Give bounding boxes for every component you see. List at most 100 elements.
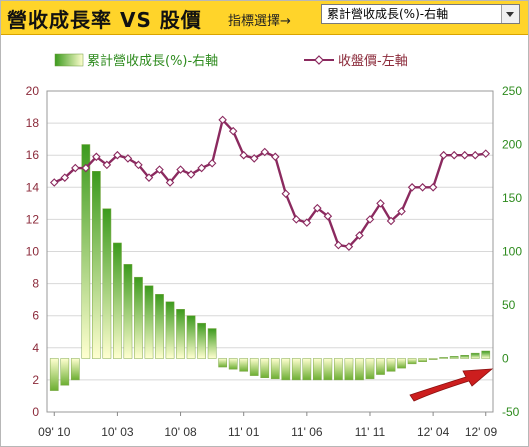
growth-bar [460, 355, 470, 359]
price-point [418, 183, 427, 192]
right-tick-label: 100 [502, 245, 522, 259]
growth-bar [481, 350, 491, 359]
chart: 累計營收成長(%)-右軸 收盤價-左軸 0 2 4 6 8 10 12 14 16 18 20 -5… [26, 53, 523, 439]
growth-bar [239, 358, 249, 372]
price-point [397, 207, 406, 216]
price-point [186, 170, 196, 179]
price-point [81, 163, 91, 173]
growth-bar [197, 322, 206, 359]
growth-bar [102, 208, 112, 359]
price-point [460, 150, 469, 160]
price-point [344, 242, 354, 251]
left-tick-label: 12 [26, 212, 40, 226]
x-tick-label: 12' 09 [465, 425, 498, 439]
price-point [228, 126, 238, 136]
price-point [365, 215, 375, 224]
x-tick-label: 10' 08 [164, 425, 197, 439]
right-tick-label: 250 [502, 84, 522, 98]
price-point [71, 163, 80, 173]
price-point [165, 178, 175, 187]
price-point [334, 240, 343, 250]
chevron-down-icon[interactable] [501, 5, 519, 23]
x-axis: 09' 10 10' 03 10' 08 11' 01 11' 06 11' 11 12' … [38, 412, 497, 439]
growth-bar [428, 358, 438, 360]
growth-bar [176, 309, 185, 359]
left-axis: 0 2 4 6 8 10 12 14 16 18 20 [26, 84, 40, 419]
growth-bar [218, 358, 227, 368]
red-arrow-icon [409, 368, 494, 402]
price-point [481, 149, 491, 158]
price-point [376, 199, 385, 208]
growth-bar [60, 358, 70, 386]
growth-bar [365, 358, 375, 380]
legend-line-label: 收盤價-左軸 [338, 54, 408, 69]
price-point [355, 231, 364, 240]
growth-bar [165, 301, 175, 359]
growth-bar [439, 357, 448, 359]
growth-bar [397, 358, 406, 369]
growth-bar [407, 358, 417, 365]
indicator-select-value: 累計營收成長(%)-右軸 [327, 7, 449, 21]
growth-bar [249, 358, 259, 376]
growth-bar [260, 358, 270, 379]
growth-bar [207, 328, 217, 359]
growth-bar [134, 276, 143, 359]
price-point [292, 215, 301, 224]
growth-bar [302, 358, 312, 381]
price-point [249, 154, 259, 163]
growth-bar [376, 358, 385, 375]
left-tick-label: 8 [32, 277, 39, 291]
left-tick-label: 0 [32, 405, 39, 419]
x-tick-label: 11' 06 [291, 425, 323, 439]
left-tick-label: 2 [32, 373, 39, 387]
x-tick-label: 10' 03 [101, 425, 134, 439]
price-point [197, 163, 206, 173]
price-point [323, 211, 333, 221]
legend-bar-label: 累計營收成長(%)-右軸 [87, 53, 218, 69]
left-tick-label: 4 [32, 341, 39, 355]
growth-bar [49, 358, 59, 391]
growth-bar [186, 315, 196, 359]
price-point [92, 152, 101, 162]
price-point [260, 147, 270, 157]
page-title: 營收成長率 VS 股價 [7, 8, 202, 32]
growth-bar [281, 358, 291, 381]
growth-bar [155, 294, 164, 359]
price-point [134, 160, 143, 170]
growth-bar [81, 144, 91, 359]
growth-bar [470, 352, 480, 359]
price-point [102, 160, 112, 170]
x-tick-label: 11' 01 [228, 425, 260, 439]
indicator-select[interactable]: 累計營收成長(%)-右軸 [321, 4, 520, 24]
indicator-select-label: 指標選擇→ [228, 14, 291, 29]
growth-bar [323, 358, 333, 381]
price-point [207, 158, 217, 168]
growth-bar [144, 285, 154, 359]
right-tick-label: 200 [502, 138, 522, 152]
x-tick-label: 09' 10 [38, 425, 71, 439]
price-point [113, 150, 122, 160]
price-point [470, 150, 480, 160]
growth-bar [291, 358, 301, 381]
right-tick-label: 0 [502, 352, 509, 366]
growth-bar [355, 358, 364, 381]
left-tick-label: 6 [32, 309, 39, 323]
price-point [270, 152, 280, 162]
price-point [239, 150, 248, 160]
growth-bar [92, 171, 101, 359]
right-tick-label: -50 [502, 405, 520, 419]
growth-bar [449, 356, 459, 359]
x-tick-label: 11' 11 [355, 425, 386, 439]
left-tick-label: 20 [26, 84, 40, 98]
growth-bar [386, 358, 396, 372]
x-tick-label: 12' 04 [417, 425, 450, 439]
price-point [407, 183, 417, 192]
price-point [302, 218, 312, 227]
growth-bar [228, 358, 238, 370]
legend-diamond-icon [314, 55, 324, 65]
growth-bar [344, 358, 354, 381]
header-bar: 營收成長率 VS 股價 指標選擇→ 累計營收成長(%)-右軸 [1, 1, 528, 35]
price-point [49, 178, 59, 187]
price-point [386, 216, 396, 226]
